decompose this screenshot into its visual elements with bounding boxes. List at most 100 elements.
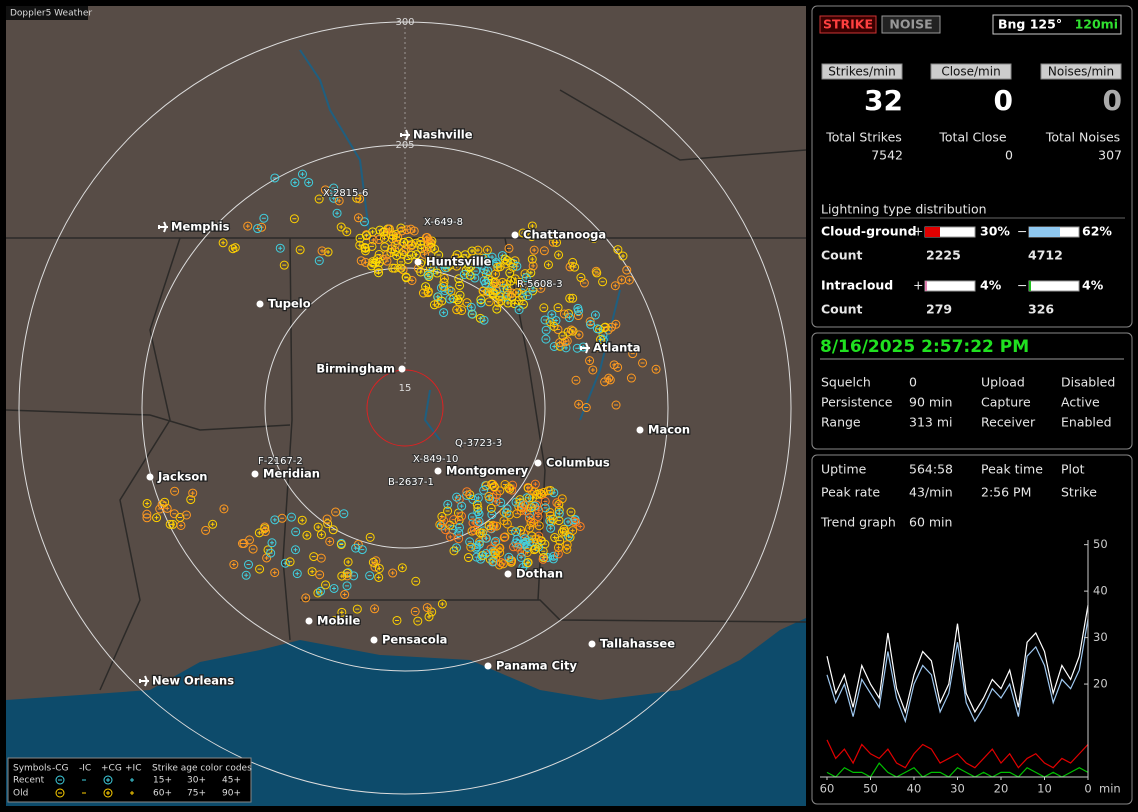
range-ring (141, 144, 669, 672)
strike-symbol (457, 501, 467, 511)
strike-symbol (323, 519, 333, 529)
legend-age: 45+ (222, 776, 241, 786)
strike-symbol (515, 277, 525, 287)
strike-symbol (571, 375, 581, 385)
strike-symbol (468, 254, 478, 264)
strike-symbol (609, 360, 619, 370)
setting-text: 0 (909, 375, 917, 390)
count-label: Count (821, 248, 863, 263)
strike-symbol (592, 324, 602, 334)
strike-symbol (490, 548, 500, 558)
strike-symbol (479, 485, 489, 495)
strike-symbol (579, 278, 589, 288)
strike-symbol (566, 507, 576, 517)
strike-symbol (547, 231, 557, 241)
strike-symbol (548, 514, 558, 524)
strike-symbol (484, 297, 494, 307)
x-tick-label: 20 (994, 782, 1009, 796)
total-value: 307 (1098, 148, 1122, 163)
strike-symbol (142, 498, 152, 508)
strike-symbol (292, 569, 302, 579)
strike-symbol (218, 238, 228, 248)
bar (1029, 281, 1031, 291)
total-label: Total Noises (1045, 130, 1120, 145)
strike-symbol (162, 503, 172, 513)
strike-symbol (479, 315, 489, 325)
strike-symbol (329, 583, 339, 593)
legend-symbol (130, 778, 134, 782)
strike-symbol (454, 528, 464, 538)
strike-symbol (380, 242, 390, 252)
legend-type: +IC (125, 764, 141, 774)
legend-symbol (55, 788, 65, 798)
rate-value: 0 (994, 84, 1013, 117)
strike-symbol (321, 580, 331, 590)
strike-symbol (519, 282, 529, 292)
strike-symbol (286, 512, 296, 522)
strike-symbol (523, 557, 533, 567)
strike-symbol (266, 548, 276, 558)
strike-symbol (176, 520, 186, 530)
x-tick-label: 50 (863, 782, 878, 796)
legend-age: 75+ (187, 789, 206, 799)
strike-symbol (270, 568, 280, 578)
strike-symbol (181, 510, 191, 520)
strike-symbol (228, 244, 238, 254)
strike-symbol (248, 544, 258, 554)
strike-symbol (467, 309, 477, 319)
strike-symbol (301, 593, 311, 603)
city-dot (588, 640, 596, 648)
city-label: Dothan (516, 567, 563, 581)
strike-symbol (396, 263, 406, 273)
strike-symbol (484, 521, 494, 531)
city-dot (534, 459, 542, 467)
storm-id: B-2637-1 (388, 477, 434, 488)
strike-symbol (316, 530, 326, 540)
strike-symbol (339, 509, 349, 519)
strike-symbol (343, 557, 353, 567)
strike-symbol (439, 273, 449, 283)
legend-type: -CG (52, 764, 69, 774)
strike-symbol (401, 243, 411, 253)
strike-symbol (325, 536, 335, 546)
x-tick-label: 40 (907, 782, 922, 796)
strike-symbol (613, 245, 623, 255)
rate-value: 0 (1103, 84, 1122, 117)
airport-icon (158, 221, 168, 233)
legend-box (7, 757, 252, 803)
strike-symbol (382, 256, 392, 266)
noise-button[interactable] (881, 15, 941, 34)
stat-text: 564:58 (909, 462, 953, 477)
strike-symbol (487, 252, 497, 262)
stat-text: Peak time (981, 462, 1043, 477)
strike-symbol (422, 603, 432, 613)
strike-symbol (297, 169, 307, 179)
setting-text: Upload (981, 375, 1025, 390)
strike-symbol (552, 498, 562, 508)
strike-symbol (331, 507, 341, 517)
bar (1029, 227, 1060, 237)
strike-symbol (449, 546, 459, 556)
strike-symbol (518, 228, 528, 238)
airport-icon (139, 675, 149, 687)
strike-symbol (397, 249, 407, 259)
strike-button[interactable] (819, 15, 877, 34)
range: 120mi (1075, 17, 1118, 32)
strike-symbol (473, 245, 483, 255)
strike-symbol (421, 282, 431, 292)
app-title: Doppler5 Weather (10, 9, 92, 19)
strike-symbol (270, 515, 280, 525)
strike-symbol (374, 563, 384, 573)
city-dot (504, 570, 512, 578)
strike-symbol (361, 257, 371, 267)
strike-symbol (357, 545, 367, 555)
strike-symbol (277, 513, 287, 523)
strike-symbol (270, 173, 280, 183)
strike-symbol (475, 528, 485, 538)
bar (925, 281, 927, 291)
stat-text: 2:56 PM (981, 485, 1031, 500)
strike-symbol (295, 245, 305, 255)
strike-symbol (539, 487, 549, 497)
city-dot (511, 231, 519, 239)
strike-symbol (476, 298, 486, 308)
